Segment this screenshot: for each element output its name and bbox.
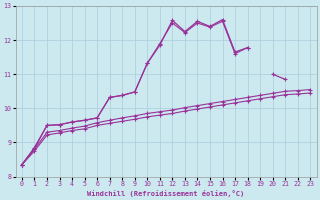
X-axis label: Windchill (Refroidissement éolien,°C): Windchill (Refroidissement éolien,°C) xyxy=(87,190,245,197)
